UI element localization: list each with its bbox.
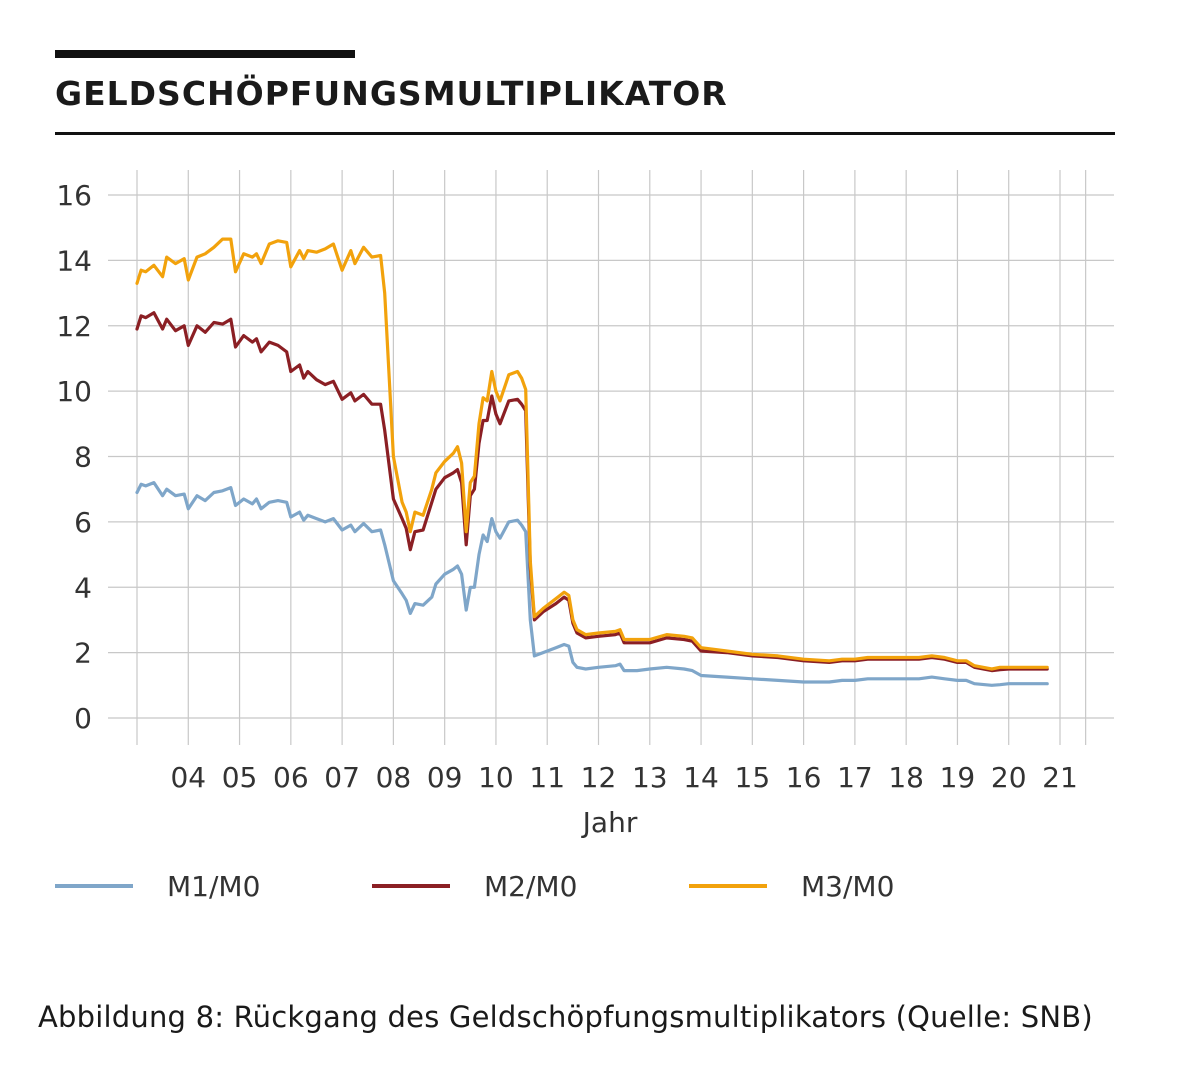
x-tick-label: 17 <box>837 761 873 794</box>
x-tick-label: 08 <box>376 761 412 794</box>
x-tick-label: 04 <box>170 761 206 794</box>
y-tick-label: 4 <box>74 571 92 604</box>
x-tick-label: 16 <box>786 761 822 794</box>
x-tick-label: 21 <box>1042 761 1078 794</box>
y-tick-label: 8 <box>74 441 92 474</box>
y-tick-label: 6 <box>74 506 92 539</box>
legend: M1/M0 M2/M0 M3/M0 <box>55 870 894 903</box>
x-tick-label: 09 <box>427 761 463 794</box>
y-axis-ticks: 0 2 4 6 8 10 12 14 16 <box>56 179 92 735</box>
x-tick-label: 18 <box>888 761 924 794</box>
series-line-m1-m0 <box>135 481 1049 687</box>
chart-title: GELDSCHÖPFUNGSMULTIPLIKATOR <box>55 74 728 113</box>
y-tick-label: 12 <box>56 310 92 343</box>
x-axis-ticks: 04 05 06 07 08 09 10 11 12 13 14 15 16 17 18 19 20 21 <box>170 761 1077 794</box>
legend-label: M2/M0 <box>484 870 577 903</box>
x-tick-label: 07 <box>324 761 360 794</box>
x-tick-label: 06 <box>273 761 309 794</box>
x-tick-label: 11 <box>529 761 565 794</box>
x-tick-label: 13 <box>632 761 668 794</box>
x-tick-label: 20 <box>991 761 1027 794</box>
series-line-m2-m0 <box>135 311 1049 673</box>
legend-label: M1/M0 <box>167 870 260 903</box>
figure-caption: Abbildung 8: Rückgang des Geldschöpfungs… <box>38 1000 1093 1034</box>
y-tick-label: 16 <box>56 179 92 212</box>
x-tick-label: 12 <box>581 761 617 794</box>
y-tick-label: 0 <box>74 702 92 735</box>
y-tick-label: 2 <box>74 637 92 670</box>
series-line-m3-m0 <box>135 237 1049 671</box>
title-rule <box>55 132 1115 135</box>
x-tick-label: 19 <box>940 761 976 794</box>
x-tick-label: 15 <box>735 761 771 794</box>
title-accent-bar <box>55 50 355 58</box>
x-tick-label: 05 <box>222 761 258 794</box>
y-tick-label: 10 <box>56 375 92 408</box>
y-tick-label: 14 <box>56 244 92 277</box>
series-lines <box>135 237 1049 687</box>
line-chart: 0 2 4 6 8 10 12 14 16 04 05 06 07 08 09 10 11 12 13 14 15 16… <box>55 170 1114 903</box>
x-axis-label: Jahr <box>581 806 638 839</box>
legend-label: M3/M0 <box>801 870 894 903</box>
x-tick-label: 10 <box>478 761 514 794</box>
x-tick-label: 14 <box>683 761 719 794</box>
